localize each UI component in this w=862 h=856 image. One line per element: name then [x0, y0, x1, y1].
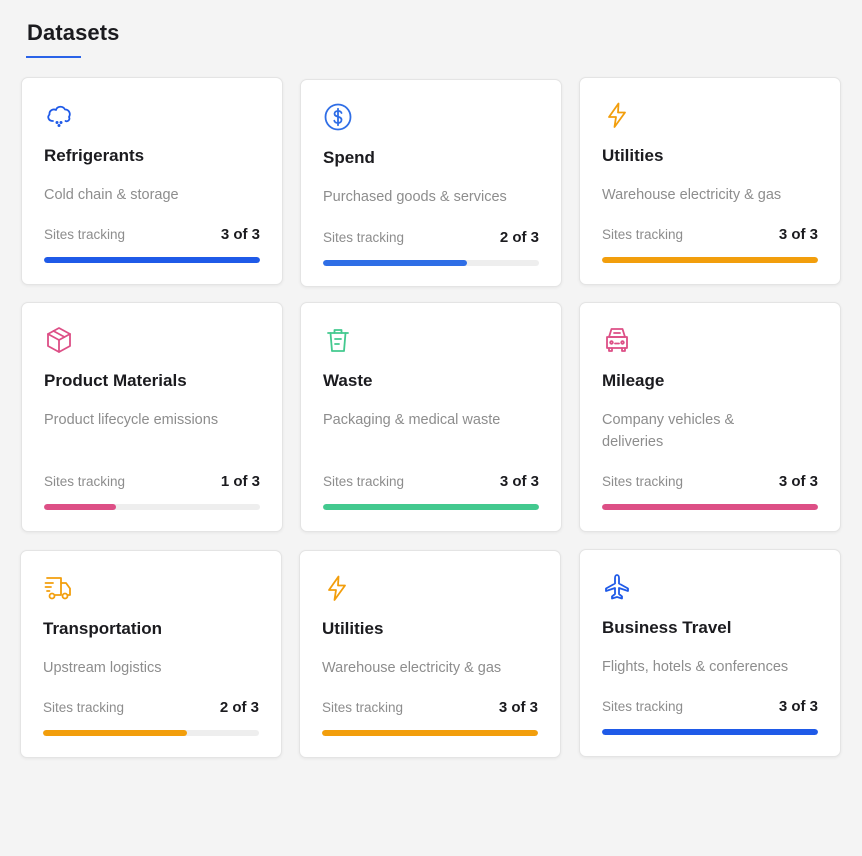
sites-tracking-count: 2 of 3	[219, 699, 259, 716]
dataset-card-waste[interactable]: Waste Packaging & medical waste Sites tr…	[300, 302, 562, 532]
dataset-card-business-travel[interactable]: Business Travel Flights, hotels & confer…	[579, 549, 841, 757]
card-title: Utilities	[322, 619, 384, 638]
card-description: Product lifecycle emissions	[44, 412, 219, 428]
sites-tracking-label: Sites tracking	[323, 230, 405, 245]
card-description: Warehouse electricity & gas	[322, 660, 502, 676]
progress-bar	[602, 504, 818, 510]
card-title: Business Travel	[602, 618, 732, 637]
lightning-icon	[322, 573, 352, 603]
progress-fill	[602, 729, 818, 735]
progress-fill	[322, 730, 538, 736]
dataset-card-product-materials[interactable]: Product Materials Product lifecycle emis…	[21, 302, 283, 532]
dataset-card-refrigerants[interactable]: Refrigerants Cold chain & storage Sites …	[21, 77, 283, 285]
card-title: Mileage	[602, 371, 665, 390]
card-title: Transportation	[43, 619, 163, 638]
sites-tracking-label: Sites tracking	[323, 474, 405, 489]
card-description: Flights, hotels & conferences	[602, 659, 789, 675]
lightning-icon	[602, 100, 632, 130]
card-description: Purchased goods & services	[323, 189, 507, 205]
sites-tracking-count: 3 of 3	[499, 473, 539, 490]
sites-tracking-label: Sites tracking	[602, 699, 684, 714]
card-title: Product Materials	[44, 371, 187, 390]
box-icon	[44, 325, 74, 355]
progress-bar	[602, 257, 818, 263]
dataset-card-spend[interactable]: Spend Purchased goods & services Sites t…	[300, 79, 562, 287]
sites-tracking-count: 3 of 3	[220, 226, 260, 243]
title-underline	[26, 56, 81, 58]
progress-bar	[322, 730, 538, 736]
trash-icon	[323, 325, 353, 355]
airplane-icon	[602, 572, 632, 602]
card-description: Company vehicles & deliveries	[602, 412, 735, 450]
progress-fill	[323, 504, 539, 510]
sites-tracking-count: 2 of 3	[499, 229, 539, 246]
card-title: Refrigerants	[44, 146, 145, 165]
sites-tracking-label: Sites tracking	[43, 700, 125, 715]
sites-tracking-count: 1 of 3	[220, 473, 260, 490]
progress-fill	[44, 504, 116, 510]
progress-bar	[43, 730, 259, 736]
dataset-card-transportation[interactable]: Transportation Upstream logistics Sites …	[20, 550, 282, 758]
sites-tracking-count: 3 of 3	[498, 699, 538, 716]
progress-fill	[602, 504, 818, 510]
progress-bar	[44, 504, 260, 510]
progress-fill	[43, 730, 188, 736]
sites-tracking-count: 3 of 3	[778, 226, 818, 243]
progress-bar	[44, 257, 260, 263]
page-title: Datasets	[27, 20, 120, 45]
card-description: Upstream logistics	[43, 660, 162, 676]
progress-bar	[323, 260, 539, 266]
car-icon	[602, 325, 632, 355]
sites-tracking-label: Sites tracking	[602, 474, 684, 489]
sites-tracking-label: Sites tracking	[602, 227, 684, 242]
dataset-card-mileage[interactable]: Mileage Company vehicles & deliveries Si…	[579, 302, 841, 532]
card-title: Waste	[323, 371, 373, 390]
card-title: Utilities	[602, 146, 664, 165]
sites-tracking-label: Sites tracking	[44, 474, 126, 489]
progress-fill	[323, 260, 468, 266]
progress-fill	[602, 257, 818, 263]
cloud-snow-icon	[44, 100, 74, 130]
dollar-circle-icon	[323, 102, 353, 132]
progress-bar	[323, 504, 539, 510]
sites-tracking-count: 3 of 3	[778, 698, 818, 715]
sites-tracking-count: 3 of 3	[778, 473, 818, 490]
sites-tracking-label: Sites tracking	[44, 227, 126, 242]
card-description: Cold chain & storage	[44, 187, 179, 203]
sites-tracking-label: Sites tracking	[322, 700, 404, 715]
dataset-card-utilities-2[interactable]: Utilities Warehouse electricity & gas Si…	[299, 550, 561, 758]
card-description: Packaging & medical waste	[323, 412, 501, 428]
dataset-card-utilities[interactable]: Utilities Warehouse electricity & gas Si…	[579, 77, 841, 285]
card-title: Spend	[323, 148, 375, 167]
card-description: Warehouse electricity & gas	[602, 187, 782, 203]
truck-icon	[43, 573, 73, 603]
progress-bar	[602, 729, 818, 735]
progress-fill	[44, 257, 260, 263]
